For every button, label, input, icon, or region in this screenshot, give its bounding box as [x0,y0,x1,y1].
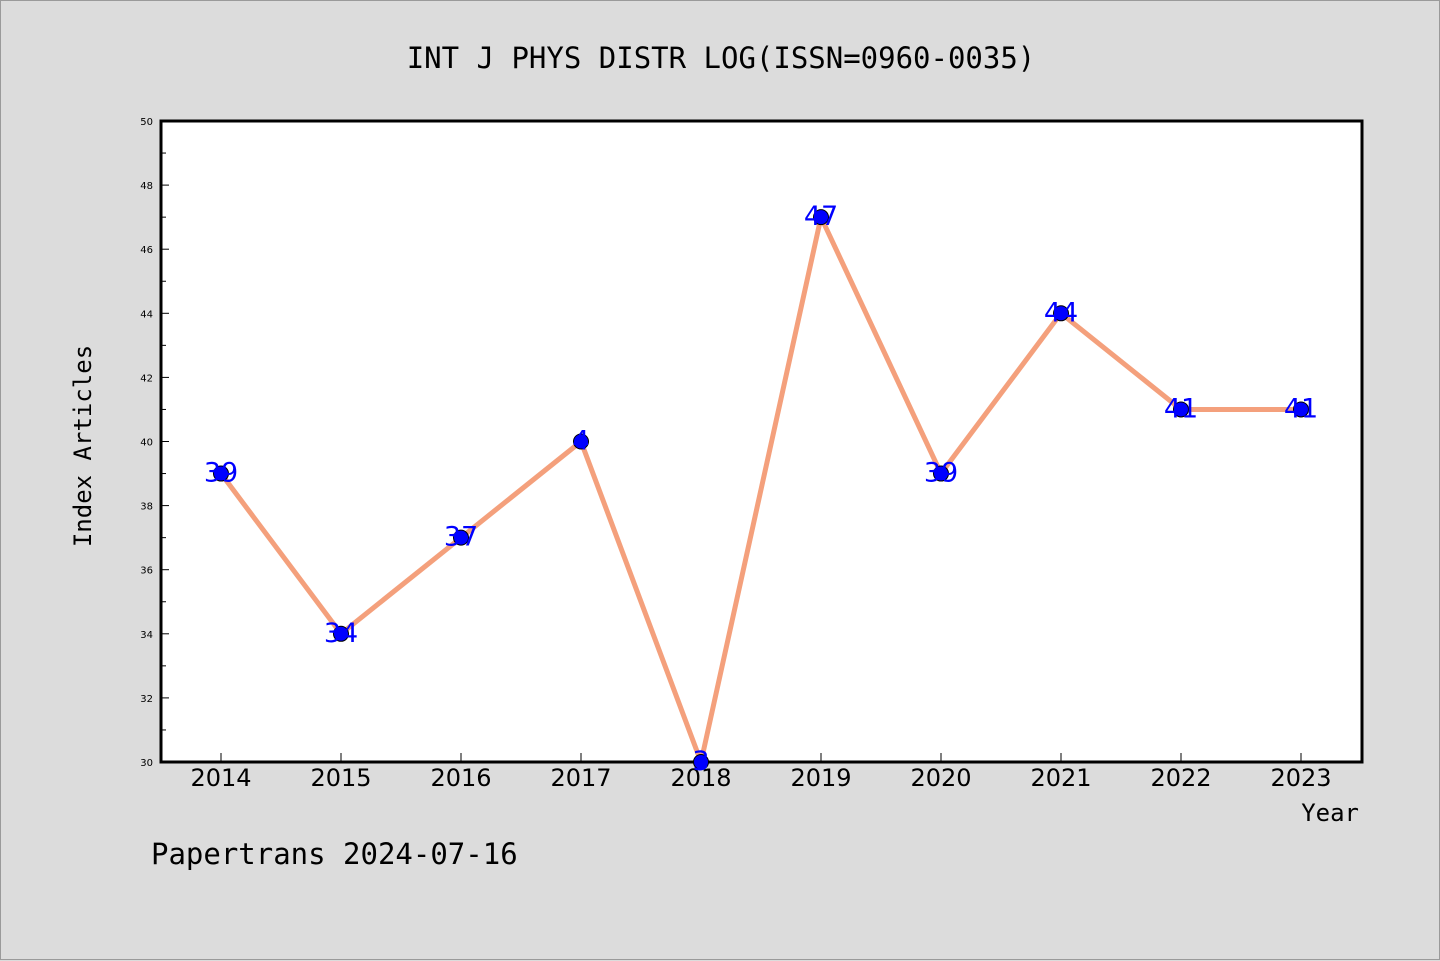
data-label: 41 [1164,393,1198,424]
y-tick-label: 30 [140,758,153,769]
x-tick-label: 2021 [1030,764,1091,792]
y-tick-label: 50 [140,117,153,128]
x-tick-label: 2017 [550,764,611,792]
data-label: 39 [204,458,238,489]
data-label: 41 [1284,393,1318,424]
y-tick-label: 36 [140,566,153,577]
y-tick-label: 34 [140,630,153,641]
y-tick-label: 46 [140,245,153,256]
data-point [933,465,949,482]
x-tick-label: 2023 [1270,764,1331,792]
x-tick-label: 2022 [1150,764,1211,792]
data-point [693,754,709,770]
data-label: 39 [924,458,958,489]
x-tick-label: 2016 [430,764,491,792]
y-tick-label: 48 [140,181,153,192]
x-tick-label: 2015 [310,764,371,792]
y-tick-label: 32 [140,694,153,705]
y-tick-label: 44 [140,309,153,320]
x-tick-label: 2014 [190,764,251,792]
plot-area [159,119,1364,764]
data-label: 37 [444,522,478,553]
x-axis: 2014 2015 2016 2017 2018 2019 2020 2021 2022 2023 [190,753,1332,792]
data-label: 34 [324,618,358,649]
y-tick-label: 42 [140,373,153,384]
data-label: 3 [692,746,709,777]
y-tick-label: 38 [140,502,153,513]
data-point [213,465,229,482]
data-point [573,433,589,450]
x-axis-label: Year [1301,799,1359,827]
data-label: 4 [572,426,589,457]
data-point [453,529,469,546]
x-tick-label: 2020 [910,764,971,792]
y-axis-label: Index Articles [69,345,97,547]
data-point [813,209,829,226]
footer-caption: Papertrans 2024-07-16 [151,837,518,871]
data-label: 47 [804,201,838,232]
data-point [1053,305,1069,322]
data-labels: 39 34 37 4 3 47 39 44 41 41 [204,201,1318,777]
data-point [333,625,349,642]
series-line [218,214,1304,765]
chart-title: INT J PHYS DISTR LOG(ISSN=0960-0035) [407,41,1036,75]
series-markers [213,209,1309,770]
data-point [1293,401,1309,418]
data-point [1173,401,1189,418]
y-axis: 30 32 34 36 38 40 42 44 46 48 50 [140,117,169,769]
x-tick-label: 2019 [790,764,851,792]
y-tick-label: 40 [140,438,153,449]
data-label: 44 [1044,297,1078,328]
